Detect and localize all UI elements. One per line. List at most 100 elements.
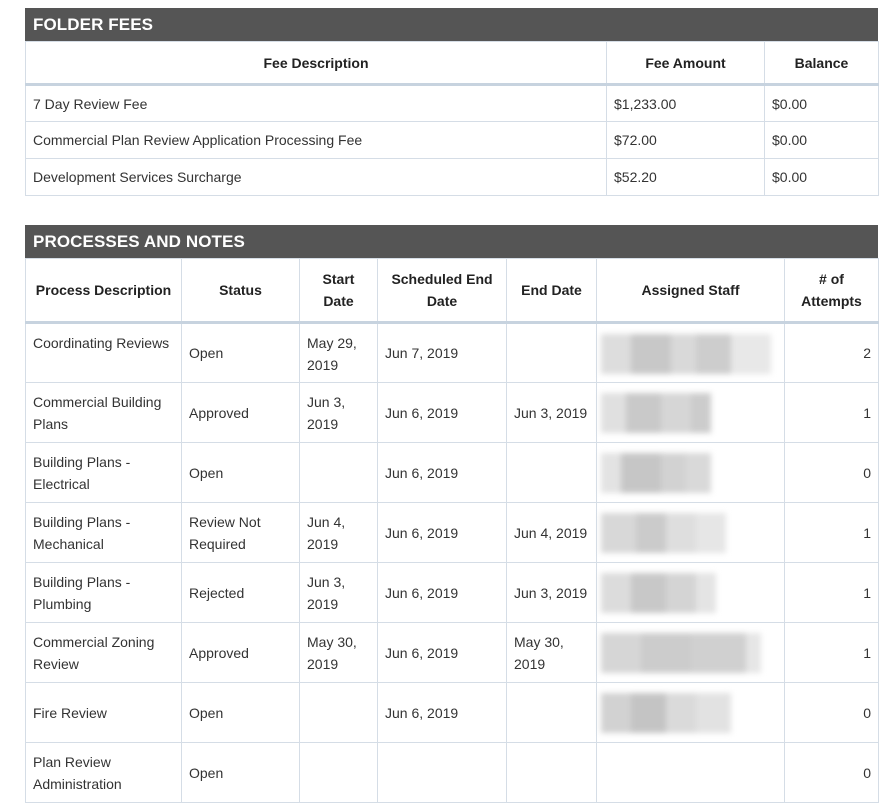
assigned-staff-redacted [596,502,785,563]
redacted-blur [601,513,726,553]
process-end-date: May 30, 2019 [506,622,597,683]
process-end-date [506,322,597,383]
process-description: Building Plans - Electrical [25,442,182,503]
process-attempts: 1 [784,382,879,443]
process-start-date [299,682,378,743]
assigned-staff-redacted [596,622,785,683]
col-fee-description: Fee Description [25,41,607,86]
process-scheduled-end: Jun 7, 2019 [377,322,507,383]
process-description: Commercial Building Plans [25,382,182,443]
assigned-staff-redacted [596,562,785,623]
process-end-date [506,742,597,803]
fees-header-row: Fee Description Fee Amount Balance [25,41,879,86]
redacted-blur [601,393,711,433]
fee-amount: $52.20 [606,158,765,196]
folder-fees-title: FOLDER FEES [25,8,878,41]
process-attempts: 0 [784,682,879,743]
fee-amount: $1,233.00 [606,84,765,122]
process-start-date [299,742,378,803]
table-row: Plan Review Administration Open 0 [25,742,879,803]
processes-header-row: Process Description Status Start Date Sc… [25,258,879,324]
process-status: Open [181,742,300,803]
process-attempts: 0 [784,442,879,503]
assigned-staff-redacted [596,322,785,383]
process-attempts: 0 [784,742,879,803]
table-row: Commercial Plan Review Application Proce… [25,121,879,159]
col-balance: Balance [764,41,879,86]
table-row: 7 Day Review Fee $1,233.00 $0.00 [25,84,879,122]
process-scheduled-end: Jun 6, 2019 [377,442,507,503]
table-row: Commercial Zoning Review Approved May 30… [25,622,879,683]
process-scheduled-end: Jun 6, 2019 [377,562,507,623]
redacted-blur [601,573,716,613]
process-status: Open [181,322,300,383]
process-start-date: Jun 4, 2019 [299,502,378,563]
process-description: Commercial Zoning Review [25,622,182,683]
col-scheduled-end-date: Scheduled End Date [377,258,507,324]
process-start-date: May 30, 2019 [299,622,378,683]
process-description: Fire Review [25,682,182,743]
process-description: Building Plans - Plumbing [25,562,182,623]
process-start-date: Jun 3, 2019 [299,562,378,623]
assigned-staff-redacted [596,382,785,443]
process-scheduled-end: Jun 6, 2019 [377,382,507,443]
process-status: Open [181,682,300,743]
process-scheduled-end: Jun 6, 2019 [377,682,507,743]
fee-balance: $0.00 [764,158,879,196]
process-start-date: May 29, 2019 [299,322,378,383]
process-start-date: Jun 3, 2019 [299,382,378,443]
fee-description: Development Services Surcharge [25,158,607,196]
assigned-staff-redacted [596,682,785,743]
fee-description: Commercial Plan Review Application Proce… [25,121,607,159]
redacted-blur [601,693,731,733]
redacted-blur [601,334,771,374]
table-row: Building Plans - Plumbing Rejected Jun 3… [25,562,879,623]
process-status: Rejected [181,562,300,623]
process-end-date [506,682,597,743]
process-start-date [299,442,378,503]
process-attempts: 2 [784,322,879,383]
folder-fees-table: Fee Description Fee Amount Balance 7 Day… [25,41,879,196]
table-row: Coordinating Reviews Open May 29, 2019 J… [25,322,879,383]
process-scheduled-end: Jun 6, 2019 [377,502,507,563]
col-start-date: Start Date [299,258,378,324]
process-status: Approved [181,382,300,443]
table-row: Commercial Building Plans Approved Jun 3… [25,382,879,443]
col-assigned-staff: Assigned Staff [596,258,785,324]
processes-section: PROCESSES AND NOTES Process Description … [25,225,879,803]
folder-fees-section: FOLDER FEES Fee Description Fee Amount B… [25,8,879,196]
table-row: Building Plans - Electrical Open Jun 6, … [25,442,879,503]
process-description: Coordinating Reviews [25,322,182,383]
process-end-date: Jun 3, 2019 [506,562,597,623]
process-description: Building Plans - Mechanical [25,502,182,563]
col-status: Status [181,258,300,324]
assigned-staff-redacted [596,442,785,503]
redacted-blur [601,633,761,673]
fee-amount: $72.00 [606,121,765,159]
process-description: Plan Review Administration [25,742,182,803]
assigned-staff-empty [596,742,785,803]
fee-description: 7 Day Review Fee [25,84,607,122]
process-status: Review Not Required [181,502,300,563]
col-attempts: # of Attempts [784,258,879,324]
process-scheduled-end [377,742,507,803]
table-row: Building Plans - Mechanical Review Not R… [25,502,879,563]
process-attempts: 1 [784,562,879,623]
col-end-date: End Date [506,258,597,324]
col-fee-amount: Fee Amount [606,41,765,86]
redacted-blur [601,453,711,493]
processes-table: Process Description Status Start Date Sc… [25,258,879,803]
process-end-date: Jun 3, 2019 [506,382,597,443]
fee-balance: $0.00 [764,121,879,159]
processes-title: PROCESSES AND NOTES [25,225,878,258]
fee-balance: $0.00 [764,84,879,122]
process-attempts: 1 [784,502,879,563]
table-row: Development Services Surcharge $52.20 $0… [25,158,879,196]
process-attempts: 1 [784,622,879,683]
process-end-date [506,442,597,503]
col-process-description: Process Description [25,258,182,324]
table-row: Fire Review Open Jun 6, 2019 0 [25,682,879,743]
process-scheduled-end: Jun 6, 2019 [377,622,507,683]
process-status: Approved [181,622,300,683]
process-status: Open [181,442,300,503]
